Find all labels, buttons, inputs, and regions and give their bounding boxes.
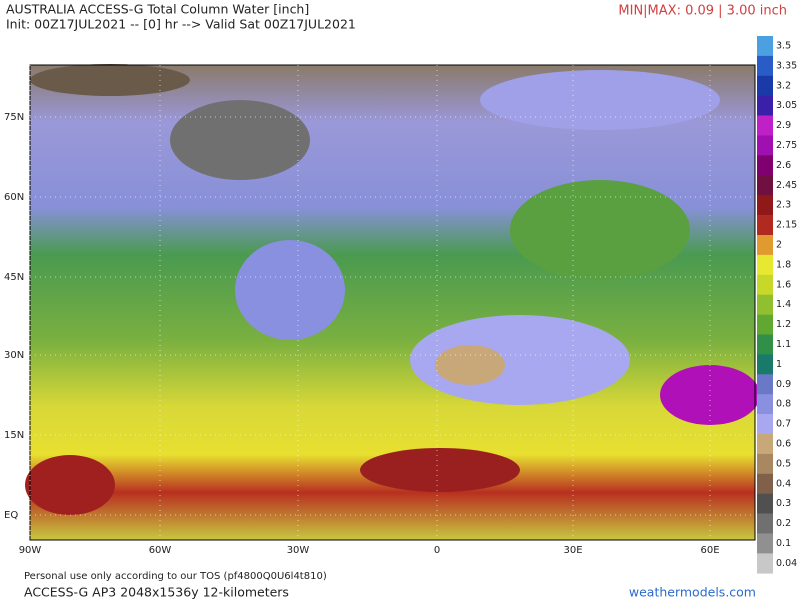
longitude-label: 60E — [700, 545, 719, 556]
colorbar-label: 2.15 — [776, 220, 797, 231]
colorbar-cell — [757, 493, 773, 514]
colorbar-cell — [757, 155, 773, 176]
colorbar-cell — [757, 314, 773, 335]
map: 75N 60N 45N 30N 15N EQ 90W 60W 30W 0 30E 60E — [4, 64, 760, 556]
longitude-label: 30E — [563, 545, 582, 556]
colorbar-cell — [757, 354, 773, 375]
colorbar-label: 2.75 — [776, 140, 797, 151]
colorbar-cell — [757, 135, 773, 156]
title: AUSTRALIA ACCESS-G Total Column Water [i… — [6, 2, 309, 17]
colorbar-cell — [757, 195, 773, 216]
colorbar-label: 2.3 — [776, 200, 791, 211]
colorbar-label: 3.35 — [776, 60, 797, 71]
colorbar-label: 2 — [776, 239, 782, 250]
colorbar-cell — [757, 95, 773, 116]
latitude-label: 75N — [4, 112, 24, 123]
arctic-dry — [30, 64, 190, 96]
colorbar-label: 2.6 — [776, 160, 791, 171]
colorbar-label: 0.7 — [776, 419, 791, 430]
colorbar-label: 0.5 — [776, 458, 791, 469]
colorbar: 3.5 3.35 3.2 3.05 2.9 2.75 2.6 2.45 2.3 2.15 2 1.8 1… — [757, 36, 797, 574]
latitude-label: 15N — [4, 430, 24, 441]
tos-note: Personal use only according to our TOS (… — [24, 571, 327, 582]
colorbar-cell — [757, 473, 773, 494]
colorbar-cell — [757, 533, 773, 554]
colorbar-cell — [757, 294, 773, 315]
caribbean-moist — [25, 455, 115, 515]
colorbar-cell — [757, 215, 773, 236]
colorbar-cell — [757, 553, 773, 574]
longitude-label: 90W — [19, 545, 42, 556]
greenland-dry — [170, 100, 310, 180]
arctic-moist — [480, 70, 720, 130]
site-link: weathermodels.com — [629, 585, 756, 600]
colorbar-cell — [757, 374, 773, 395]
colorbar-cell — [757, 274, 773, 295]
longitude-label: 30W — [287, 545, 310, 556]
colorbar-cell — [757, 334, 773, 355]
sahel-moist — [360, 448, 520, 492]
colorbar-label: 3.2 — [776, 80, 791, 91]
colorbar-label: 0.3 — [776, 498, 791, 509]
colorbar-label: 2.45 — [776, 180, 797, 191]
europe-field — [510, 180, 690, 280]
colorbar-cell — [757, 394, 773, 415]
colorbar-label: 1.4 — [776, 299, 791, 310]
init-line: Init: 00Z17JUL2021 -- [0] hr --> Valid S… — [6, 17, 356, 32]
colorbar-label: 0.04 — [776, 558, 797, 569]
colorbar-cell — [757, 453, 773, 475]
longitude-label: 0 — [434, 545, 440, 556]
colorbar-label: 0.4 — [776, 478, 791, 489]
colorbar-cell — [757, 36, 773, 57]
colorbar-label: 3.05 — [776, 100, 797, 111]
colorbar-cell — [757, 434, 773, 455]
colorbar-label: 1.6 — [776, 279, 791, 290]
model-info: ACCESS-G AP3 2048x1536y 12-kilometers — [24, 585, 289, 600]
colorbar-label: 0.8 — [776, 399, 791, 410]
colorbar-cell — [757, 175, 773, 196]
colorbar-label: 1.8 — [776, 259, 791, 270]
colorbar-cell — [757, 75, 773, 96]
colorbar-label: 1.1 — [776, 339, 791, 350]
colorbar-label: 0.1 — [776, 538, 791, 549]
colorbar-label: 0.2 — [776, 518, 791, 529]
latitude-label: 30N — [4, 350, 24, 361]
map-frame — [29, 64, 756, 541]
colorbar-label: 0.6 — [776, 438, 791, 449]
latitude-label: EQ — [4, 510, 18, 521]
colorbar-cell — [757, 414, 773, 435]
colorbar-label: 2.9 — [776, 120, 791, 131]
graticule: 75N 60N 45N 30N 15N EQ 90W 60W 30W 0 30E 60E — [4, 65, 755, 556]
longitude-label: 60W — [149, 545, 172, 556]
colorbar-label: 1 — [776, 359, 782, 370]
min-max: MIN|MAX: 0.09 | 3.00 inch — [618, 4, 787, 19]
colorbar-cell — [757, 254, 773, 276]
colorbar-label: 1.2 — [776, 319, 791, 330]
latitude-label: 45N — [4, 272, 24, 283]
colorbar-cell — [757, 513, 773, 534]
colorbar-cell — [757, 115, 773, 136]
sahara-dust — [435, 345, 505, 385]
latitude-label: 60N — [4, 192, 24, 203]
colorbar-label: 3.5 — [776, 40, 791, 51]
atlantic-low — [235, 240, 345, 340]
colorbar-cell — [757, 235, 773, 256]
colorbar-label: 0.9 — [776, 379, 791, 390]
colorbar-cell — [757, 55, 773, 77]
